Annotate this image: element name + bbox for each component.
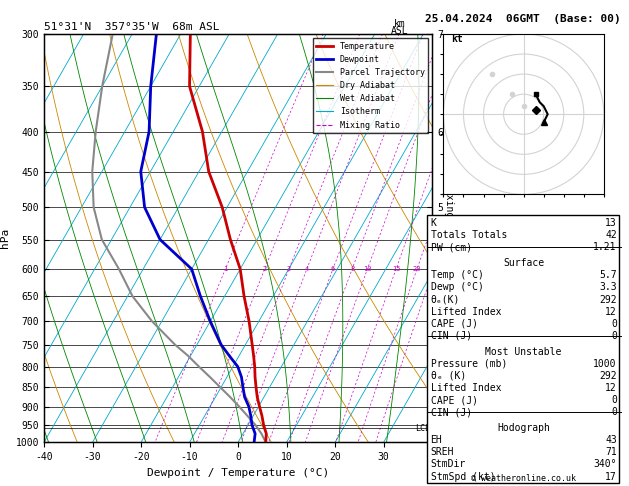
Text: Dewp (°C): Dewp (°C) (430, 282, 484, 293)
Text: 17: 17 (605, 471, 617, 482)
Text: 8: 8 (350, 266, 354, 272)
Y-axis label: Mixing Ratio (g/kg): Mixing Ratio (g/kg) (444, 182, 454, 294)
Text: 51°31'N  357°35'W  68m ASL: 51°31'N 357°35'W 68m ASL (44, 22, 220, 32)
Text: Totals Totals: Totals Totals (430, 230, 507, 241)
Text: 1: 1 (223, 266, 228, 272)
Text: CIN (J): CIN (J) (430, 407, 472, 417)
Text: km: km (394, 19, 405, 29)
Text: 0: 0 (611, 407, 617, 417)
Text: Lifted Index: Lifted Index (430, 383, 501, 393)
Legend: Temperature, Dewpoint, Parcel Trajectory, Dry Adiabat, Wet Adiabat, Isotherm, Mi: Temperature, Dewpoint, Parcel Trajectory… (313, 38, 428, 133)
Text: 1.21: 1.21 (593, 243, 617, 252)
Text: 42: 42 (605, 230, 617, 241)
Text: 4: 4 (304, 266, 309, 272)
Text: 12: 12 (605, 383, 617, 393)
Text: 292: 292 (599, 295, 617, 305)
Text: kt: kt (452, 34, 463, 44)
Text: PW (cm): PW (cm) (430, 243, 472, 252)
Text: 0: 0 (611, 331, 617, 341)
Text: 43: 43 (605, 435, 617, 445)
Text: EH: EH (430, 435, 442, 445)
Y-axis label: hPa: hPa (0, 228, 10, 248)
Text: StmSpd (kt): StmSpd (kt) (430, 471, 495, 482)
Text: 20: 20 (413, 266, 421, 272)
Text: ASL: ASL (391, 26, 408, 36)
Text: © weatheronline.co.uk: © weatheronline.co.uk (471, 474, 576, 483)
Text: 0: 0 (611, 395, 617, 405)
Text: LCL: LCL (415, 424, 430, 433)
Text: 10: 10 (363, 266, 372, 272)
Text: 0: 0 (611, 319, 617, 329)
Text: CAPE (J): CAPE (J) (430, 319, 477, 329)
Text: Surface: Surface (503, 258, 544, 268)
Text: 71: 71 (605, 447, 617, 457)
Text: StmDir: StmDir (430, 459, 465, 469)
Text: 13: 13 (605, 218, 617, 228)
Text: 15: 15 (392, 266, 400, 272)
X-axis label: Dewpoint / Temperature (°C): Dewpoint / Temperature (°C) (147, 468, 329, 478)
Text: Lifted Index: Lifted Index (430, 307, 501, 317)
Text: Hodograph: Hodograph (497, 423, 550, 433)
Text: 2: 2 (262, 266, 267, 272)
Text: K: K (430, 218, 437, 228)
Text: 292: 292 (599, 371, 617, 381)
Text: CIN (J): CIN (J) (430, 331, 472, 341)
Text: 3.3: 3.3 (599, 282, 617, 293)
Text: Pressure (mb): Pressure (mb) (430, 359, 507, 369)
Text: Most Unstable: Most Unstable (486, 347, 562, 357)
Text: θₑ(K): θₑ(K) (430, 295, 460, 305)
Text: SREH: SREH (430, 447, 454, 457)
Text: θₑ (K): θₑ (K) (430, 371, 465, 381)
Text: 1000: 1000 (593, 359, 617, 369)
Text: 6: 6 (331, 266, 335, 272)
Text: Temp (°C): Temp (°C) (430, 270, 484, 280)
Text: 25.04.2024  06GMT  (Base: 00): 25.04.2024 06GMT (Base: 00) (425, 14, 620, 24)
Text: 340°: 340° (593, 459, 617, 469)
Text: CAPE (J): CAPE (J) (430, 395, 477, 405)
FancyBboxPatch shape (426, 215, 619, 483)
Text: 3: 3 (287, 266, 291, 272)
Text: 5.7: 5.7 (599, 270, 617, 280)
Text: 12: 12 (605, 307, 617, 317)
